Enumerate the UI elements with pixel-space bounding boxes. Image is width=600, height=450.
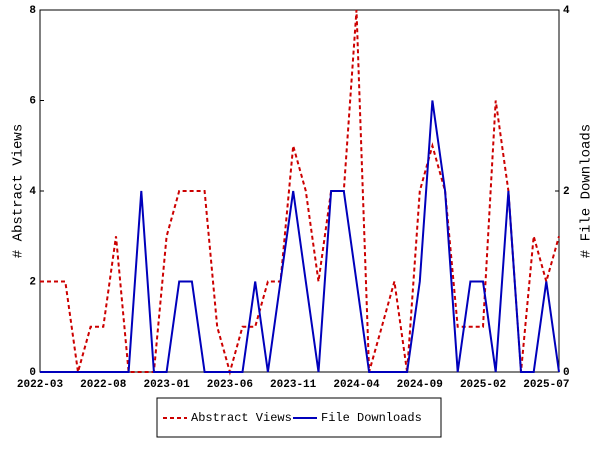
y-tick-label: 8 [29,5,36,17]
x-tick-label: 2023-01 [143,379,190,391]
y2-axis-label: # File Downloads [579,124,595,258]
x-tick-label: 2022-03 [17,379,64,391]
x-tick-label: 2024-04 [333,379,380,391]
series-line [40,100,560,373]
legend-label: File Downloads [321,411,422,425]
y-tick-label: 2 [29,276,36,288]
legend-label: Abstract Views [191,411,292,425]
y2-tick-label: 4 [563,5,570,17]
y2-tick-label: 0 [563,367,570,379]
x-tick-label: 2023-11 [270,379,317,391]
y-tick-label: 4 [29,186,36,198]
x-tick-label: 2022-08 [80,379,127,391]
y2-tick-label: 2 [563,186,570,198]
plot-frame [39,9,560,373]
x-tick-label: 2025-07 [523,379,569,391]
y-tick-label: 6 [29,95,36,107]
x-tick-label: 2024-09 [397,379,443,391]
x-tick-label: 2025-02 [460,379,506,391]
series-line [40,9,560,376]
y-tick-label: 0 [29,367,36,379]
y-axis-label: # Abstract Views [11,124,27,258]
x-tick-label: 2023-06 [207,379,253,391]
